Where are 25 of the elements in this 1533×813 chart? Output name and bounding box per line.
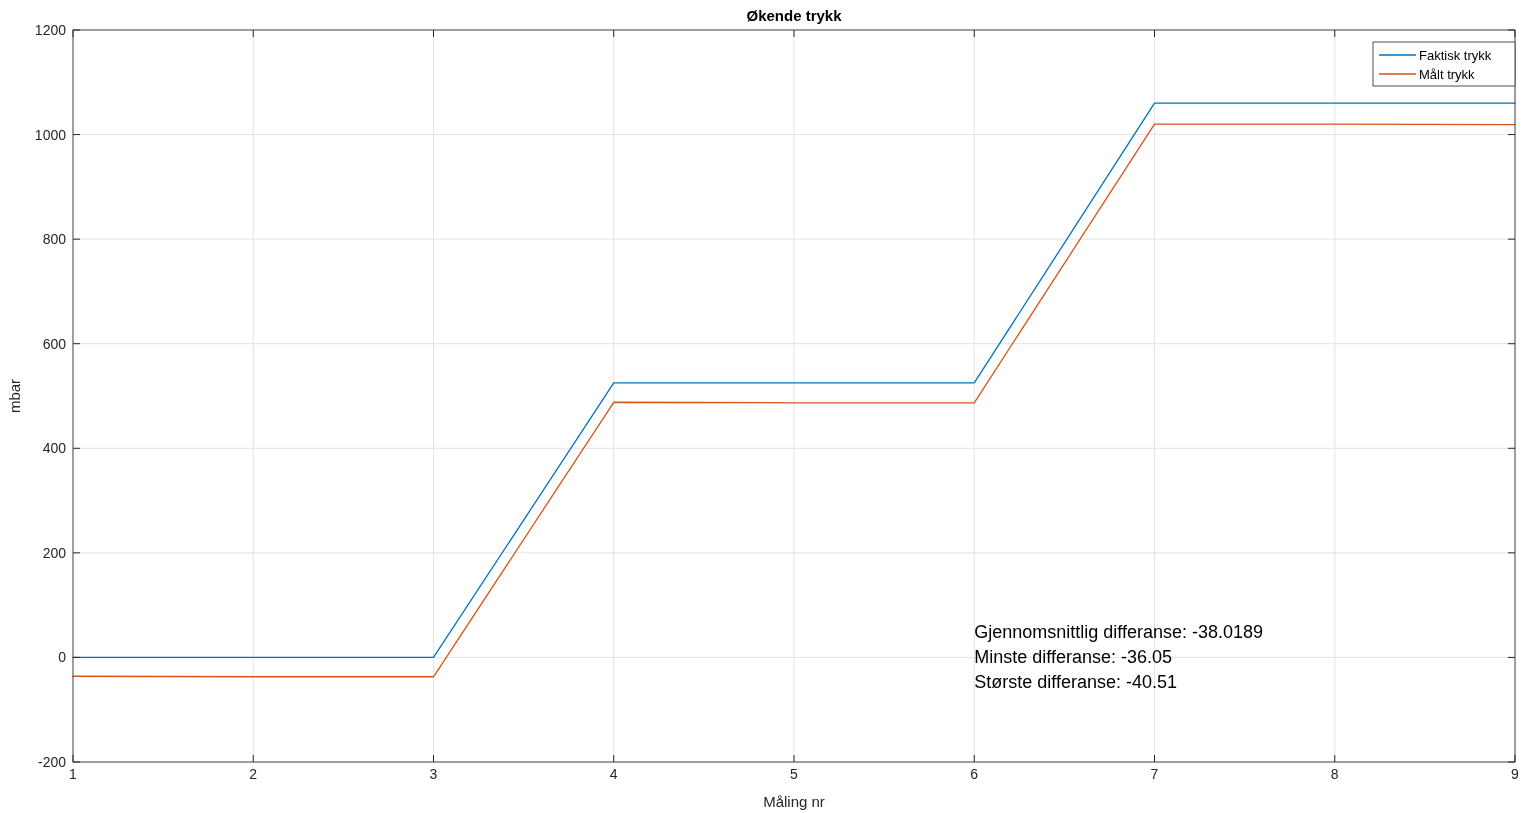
legend-label: Målt trykk — [1419, 67, 1476, 82]
annotation: Minste differanse: -36.05 — [974, 646, 1173, 667]
y-tick-label: 200 — [42, 544, 67, 561]
x-tick-label: 6 — [970, 766, 979, 782]
x-tick-label: 2 — [249, 766, 258, 782]
annotation: Største differanse: -40.51 — [974, 671, 1178, 692]
y-tick-label: 800 — [42, 231, 67, 248]
x-tick-label: 5 — [790, 766, 799, 782]
x-tick-label: 3 — [429, 766, 438, 782]
y-tick-label: 1000 — [34, 126, 67, 143]
y-tick-label: 1200 — [34, 22, 67, 38]
x-tick-label: 9 — [1511, 766, 1520, 782]
y-tick-label: -200 — [37, 754, 67, 770]
chart-title: Økende trykk — [746, 7, 843, 24]
y-axis-title: mbar — [6, 378, 23, 414]
annotation: Gjennomsnittlig differanse: -38.0189 — [974, 621, 1264, 642]
x-tick-label: 8 — [1330, 766, 1339, 782]
y-tick-label: 600 — [42, 335, 67, 352]
legend-label: Faktisk trykk — [1419, 48, 1492, 63]
x-tick-label: 1 — [69, 766, 78, 782]
y-tick-label: 0 — [58, 649, 67, 666]
x-tick-label: 4 — [609, 766, 618, 782]
x-tick-label: 7 — [1150, 766, 1159, 782]
x-axis-title: Måling nr — [763, 793, 825, 810]
y-tick-label: 400 — [42, 440, 67, 457]
